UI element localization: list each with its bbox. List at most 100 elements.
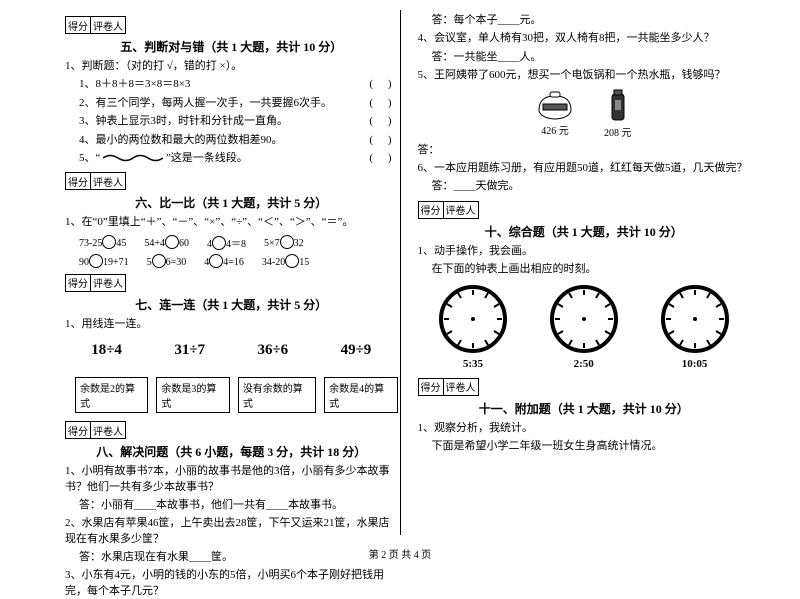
t: 32 <box>294 238 304 249</box>
clock-icon <box>660 284 730 354</box>
sec5-item-4: 4、最小的两位数和最大的两位数相差90。 ( ) <box>65 133 398 148</box>
t: 4=16 <box>223 257 244 268</box>
clock-icon <box>438 284 508 354</box>
rice-cooker: 426 元 <box>536 88 574 139</box>
sec7-boxes: 余数是2的算式 余数是3的算式 没有余数的算式 余数是4的算式 <box>75 377 398 413</box>
sec8-a6: 答：____天做完。 <box>418 179 751 194</box>
t: 34-20 <box>262 257 285 268</box>
clock-2: 2:50 <box>549 284 619 370</box>
clock-3: 10:05 <box>660 284 730 370</box>
section-6-title: 六、比一比（共 1 大题，共计 5 分） <box>65 194 398 211</box>
score-label: 得分 <box>418 378 444 396</box>
t: 6=30 <box>166 257 187 268</box>
sec7-lead: 1、用线连一连。 <box>65 317 398 332</box>
circle-icon <box>102 235 116 249</box>
right-column: 答：每个本子____元。 4、会议室，单人椅有30把，双人椅有8把，一共能坐多少… <box>408 10 761 545</box>
left-column: 得分 评卷人 五、判断对与错（共 1 大题，共计 10 分） 1、判断题：（对的… <box>55 10 408 545</box>
t: 54+4 <box>144 238 165 249</box>
price: 208 元 <box>604 124 632 139</box>
score-box-8: 得分 评卷人 <box>65 421 398 439</box>
sec6-row1: 73-25 45 54+4 60 44＝8 5×7 32 <box>65 235 398 250</box>
score-label: 得分 <box>65 172 91 190</box>
time: 10:05 <box>682 358 708 370</box>
sec6-lead: 1、在“0”里填上“＋”、“－”、“×”、“÷”、“＜”、“＞”、“＝”。 <box>65 215 398 230</box>
t: 15 <box>299 257 309 268</box>
t: 73-25 <box>79 238 102 249</box>
box: 没有余数的算式 <box>238 377 316 413</box>
text: ”这是一条线段。 <box>166 152 248 164</box>
page-footer: 第 2 页 共 4 页 <box>0 546 800 561</box>
circle-icon <box>212 236 226 250</box>
score-box-11: 得分 评卷人 <box>418 378 751 396</box>
section-7-title: 七、连一连（共 1 大题，共计 5 分） <box>65 296 398 313</box>
sec5-item-3: 3、钟表上显示3时，时针和分针成一直角。( ) <box>65 114 398 129</box>
section-10-title: 十、综合题（共 1 大题，共计 10 分） <box>418 223 751 240</box>
grader-label: 评卷人 <box>444 378 479 396</box>
grader-label: 评卷人 <box>91 421 126 439</box>
sec5-item-2: 2、有三个同学，每两人握一次手，一共要握6次手。 ( ) <box>65 96 398 111</box>
grader-label: 评卷人 <box>91 16 126 34</box>
sec8-q6: 6、一本应用题练习册，有应用题50道，红红每天做5道，几天做完？ <box>418 161 751 176</box>
score-box-6: 得分 评卷人 <box>65 172 398 190</box>
sec10-q1: 1、动手操作，我会画。 <box>418 244 751 259</box>
score-box-5: 得分 评卷人 <box>65 16 398 34</box>
expr: 44=16 <box>204 254 244 268</box>
sec8-q3: 3、小东有4元，小明的钱的小东的5倍，小明买6个本子刚好把钱用完，每个本子几元？ <box>65 568 398 599</box>
sec8-a3: 答：每个本子____元。 <box>418 13 751 28</box>
sec5-item-1: 1、8＋8＋8＝3×8＝8×3( ) <box>65 77 398 92</box>
t: 5 <box>147 257 152 268</box>
clock-1: 5:35 <box>438 284 508 370</box>
expr: 18÷4 <box>91 342 122 359</box>
clocks: 5:35 2:50 <box>418 284 751 370</box>
circle-icon <box>280 235 294 249</box>
text: 5、“ <box>79 152 100 164</box>
wave-icon <box>103 153 163 163</box>
score-label: 得分 <box>65 421 91 439</box>
sec8-a5: 答： <box>418 143 751 158</box>
text: 2、有三个同学，每两人握一次手，一共要握6次手。 <box>79 97 332 109</box>
t: 45 <box>116 238 126 249</box>
sec8-q4: 4、会议室，单人椅有30把，双人椅有8把，一共能坐多少人？ <box>418 31 751 46</box>
expr: 54+4 60 <box>144 235 189 250</box>
expr: 36÷6 <box>257 342 288 359</box>
expr: 49÷9 <box>341 342 372 359</box>
paren: ( ) <box>369 151 397 166</box>
grader-label: 评卷人 <box>444 201 479 219</box>
clock-icon <box>549 284 619 354</box>
expr: 31÷7 <box>174 342 205 359</box>
expr: 5×7 32 <box>264 235 304 250</box>
box: 余数是2的算式 <box>75 377 148 413</box>
grader-label: 评卷人 <box>91 172 126 190</box>
box: 余数是4的算式 <box>324 377 397 413</box>
sec11-q1b: 下面是希望小学二年级一班女生身高统计情况。 <box>418 439 751 454</box>
circle-icon <box>165 235 179 249</box>
paren: ( ) <box>369 96 397 111</box>
sec8-a4: 答：一共能坐____人。 <box>418 50 751 65</box>
t: 90 <box>79 257 89 268</box>
expr: 90 19+71 <box>79 254 129 268</box>
price: 426 元 <box>541 122 569 137</box>
text: 4、最小的两位数和最大的两位数相差90。 <box>79 134 283 146</box>
box: 余数是3的算式 <box>156 377 229 413</box>
score-label: 得分 <box>418 201 444 219</box>
expr: 5 6=30 <box>147 254 187 268</box>
score-box-7: 得分 评卷人 <box>65 274 398 292</box>
time: 5:35 <box>463 358 483 370</box>
score-label: 得分 <box>65 274 91 292</box>
sec6-row2: 90 19+71 5 6=30 44=16 34-20 15 <box>65 254 398 268</box>
t: 5×7 <box>264 238 280 249</box>
paren: ( ) <box>369 133 397 148</box>
sec11-q1: 1、观察分析，我统计。 <box>418 421 751 436</box>
time: 2:50 <box>574 358 594 370</box>
expr: 34-20 15 <box>262 254 309 268</box>
expr: 44＝8 <box>207 235 246 250</box>
t: 19+71 <box>103 257 129 268</box>
sec8-q2: 2、水果店有苹果46筐，上午卖出去28筐，下午又运来21筐，水果店现在有水果多少… <box>65 516 398 547</box>
sec8-q5: 5、王阿姨带了600元，想买一个电饭锅和一个热水瓶，钱够吗？ <box>418 68 751 83</box>
section-8-title: 八、解决问题（共 6 小题，每题 3 分，共计 18 分） <box>65 443 398 460</box>
sec5-lead: 1、判断题：（对的打 √，错的打 ×）。 <box>65 59 398 74</box>
circle-icon <box>209 254 223 268</box>
thermos-icon <box>609 88 627 122</box>
t: 60 <box>179 238 189 249</box>
sec10-q1b: 在下面的钟表上画出相应的时刻。 <box>418 262 751 277</box>
